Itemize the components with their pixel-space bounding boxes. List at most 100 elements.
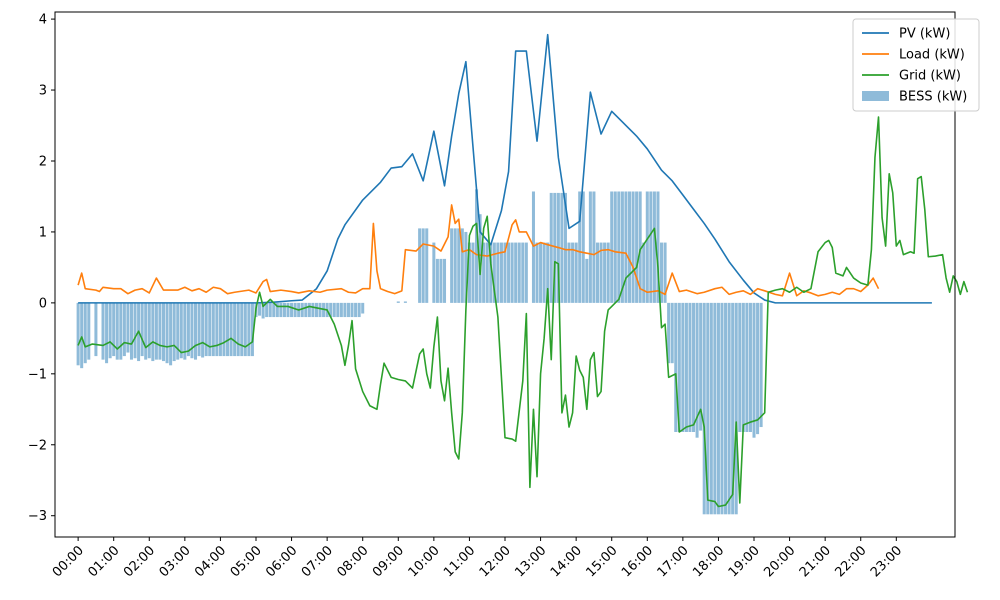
bess-bar: [108, 302, 112, 359]
legend-swatch: [862, 91, 889, 101]
bess-bar: [496, 242, 500, 303]
bess-bar: [144, 302, 148, 360]
y-axis: −3 −2 −1 0 1 2 3 4: [28, 13, 55, 524]
bess-bar: [229, 302, 233, 357]
bess-bar: [76, 302, 80, 366]
bess-bar: [695, 302, 699, 438]
bess-bar: [354, 302, 358, 318]
bess-bar: [756, 302, 760, 435]
bess-bar: [140, 302, 144, 357]
bess-bar: [745, 302, 749, 432]
bess-bar: [211, 302, 215, 357]
bess-bar: [716, 302, 720, 515]
bess-bar: [514, 242, 518, 303]
bess-bar: [304, 302, 308, 318]
bess-bar: [581, 191, 585, 303]
bess-bar: [204, 302, 208, 357]
bess-bar: [467, 242, 471, 303]
bess-bar: [656, 191, 660, 303]
bess-bar: [503, 242, 507, 303]
bess-bar: [265, 302, 269, 318]
bess-bar: [226, 302, 230, 357]
y-tick-label: −3: [28, 509, 47, 524]
bess-bar: [546, 242, 550, 303]
bess-bar: [535, 242, 539, 303]
legend-label: Load (kW): [899, 48, 965, 63]
bess-bar: [517, 242, 521, 303]
bess-bar: [759, 302, 763, 428]
bess-bar: [471, 242, 475, 303]
bess-bar: [314, 302, 318, 318]
bess-bar: [122, 302, 126, 357]
bess-bar: [222, 302, 226, 357]
bess-bar: [343, 302, 347, 318]
bess-bar: [133, 302, 137, 359]
bess-bar: [250, 302, 254, 357]
bess-bar: [734, 302, 738, 515]
bess-bar: [418, 228, 422, 303]
bess-bar: [702, 302, 706, 515]
bess-bar: [233, 302, 237, 357]
bess-bar: [421, 228, 425, 303]
bess-bar: [161, 302, 166, 362]
bess-bar: [183, 302, 187, 360]
bess-bar: [272, 302, 276, 318]
bess-bar: [258, 302, 262, 316]
bess-bar: [485, 242, 489, 303]
bess-bar: [172, 302, 176, 362]
bess-bar: [507, 242, 511, 303]
bess-bar: [261, 302, 265, 319]
bess-bar: [396, 301, 400, 303]
series-line-grid: [77, 116, 969, 508]
bess-bar: [186, 302, 190, 357]
bess-bar: [279, 302, 283, 318]
bess-bar: [247, 302, 251, 357]
bess-bar: [567, 242, 571, 303]
bess-bar: [268, 302, 272, 318]
bess-bar: [403, 301, 407, 303]
y-tick-label: 4: [39, 13, 47, 28]
bess-bar: [300, 302, 304, 318]
bess-bar: [176, 302, 180, 360]
bess-bar: [688, 302, 692, 432]
bess-bar: [179, 302, 183, 359]
bess-bar: [147, 302, 151, 359]
bess-bar: [435, 258, 439, 303]
bess-bar: [151, 302, 155, 362]
bess-bar: [101, 302, 105, 360]
bess-bar: [713, 302, 717, 515]
bess-bar: [361, 302, 365, 314]
bess-bar: [282, 302, 286, 318]
bess-bar: [574, 242, 578, 303]
bess-bar: [112, 302, 116, 357]
series-lines: [77, 33, 969, 508]
legend-label: Grid (kW): [899, 69, 961, 84]
bess-bar: [531, 191, 535, 303]
bess-bar: [674, 302, 678, 432]
bess-bar: [169, 302, 173, 366]
bess-bar: [425, 228, 429, 303]
bess-bar: [588, 191, 592, 303]
bess-bar: [660, 242, 664, 303]
bess-bar: [329, 302, 333, 318]
legend: PV (kW) Load (kW) Grid (kW) BESS (kW): [852, 18, 980, 112]
bess-bar: [240, 302, 244, 357]
bess-bar: [606, 242, 610, 303]
bess-bar: [709, 302, 713, 515]
bess-bar: [450, 228, 454, 303]
bess-bar: [158, 302, 162, 360]
bess-bar: [443, 258, 447, 303]
bess-bar: [724, 302, 728, 515]
bess-bar: [293, 302, 297, 318]
bess-bar: [489, 242, 493, 303]
bess-bar: [243, 302, 247, 357]
bess-bar: [275, 302, 279, 318]
legend-label: BESS (kW): [899, 90, 967, 105]
bess-bar: [464, 231, 468, 303]
y-tick-label: 0: [39, 296, 47, 311]
bess-bar: [563, 192, 567, 303]
bess-bar: [699, 302, 703, 431]
bess-bar: [197, 302, 201, 357]
bess-bar: [549, 192, 553, 303]
